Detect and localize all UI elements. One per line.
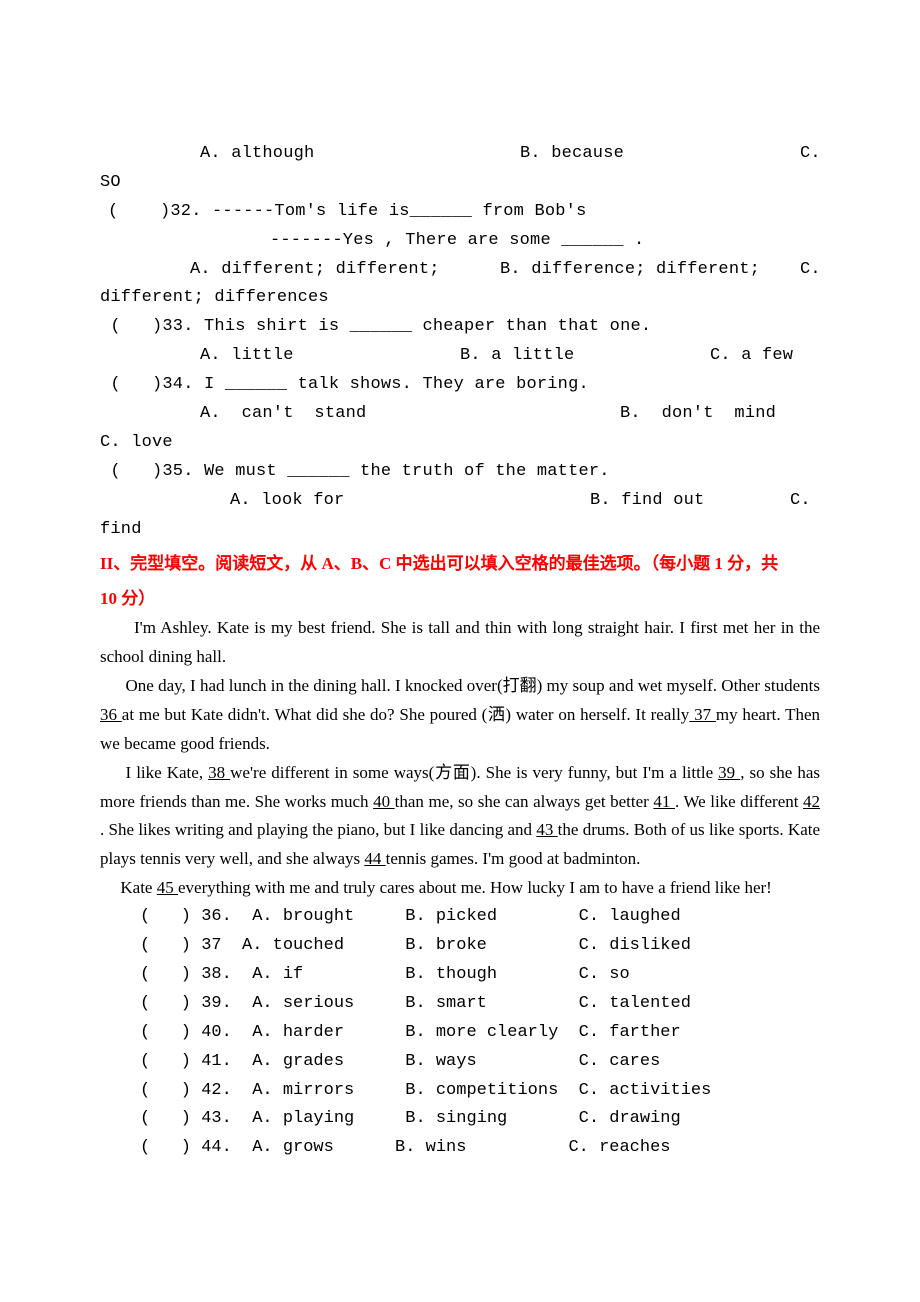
p2b2: at me but Kate didn't. What did she do? … bbox=[122, 705, 482, 724]
q35-optB: B. find out bbox=[590, 487, 790, 516]
q32-cont: different; differences bbox=[100, 284, 820, 313]
blank-41: 41 bbox=[653, 792, 675, 811]
q35-optC: C. bbox=[790, 491, 811, 510]
blank-43: 43 bbox=[536, 820, 557, 839]
p2a: One day, I had lunch in the dining hall.… bbox=[100, 676, 667, 695]
q32-optA: A. different; different; bbox=[100, 256, 500, 285]
cloze-40: ( ) 40. A. harder B. more clearly C. far… bbox=[100, 1019, 820, 1048]
section2-title-line1: II、完型填空。阅读短文，从 A、B、C 中选出可以填入空格的最佳选项。（每小题… bbox=[100, 550, 820, 579]
q34-options: A. can't standB. don't mind bbox=[100, 400, 820, 429]
q35-cont: find bbox=[100, 516, 820, 545]
p2b1: myself. Other students bbox=[667, 676, 820, 695]
p1a: I'm Ashley. Kate is my best friend. She … bbox=[100, 618, 639, 637]
passage-p4: Kate 45 everything with me and truly car… bbox=[100, 874, 820, 903]
cloze-43: ( ) 43. A. playing B. singing C. drawing bbox=[100, 1105, 820, 1134]
q34-optB: B. don't mind bbox=[620, 404, 776, 423]
p3c1: me, so she can always get better bbox=[428, 792, 653, 811]
q34-line1: ( )34. I ______ talk shows. They are bor… bbox=[100, 371, 820, 400]
p3b3: than bbox=[395, 792, 429, 811]
p3f: badminton. bbox=[563, 849, 640, 868]
blank-42: 42 bbox=[803, 792, 820, 811]
p2c1: (洒) water on herself. It really bbox=[482, 705, 690, 724]
cloze-36: ( ) 36. A. brought B. picked C. laughed bbox=[100, 903, 820, 932]
blank-38: 38 bbox=[208, 763, 230, 782]
q34-optA: A. can't stand bbox=[100, 400, 620, 429]
q33-line1: ( )33. This shirt is ______ cheaper than… bbox=[100, 313, 820, 342]
cloze-44: ( ) 44. A. grows B. wins C. reaches bbox=[100, 1134, 820, 1163]
q33-optA: A. little bbox=[100, 342, 460, 371]
blank-37: 37 bbox=[689, 705, 716, 724]
exam-page: A. althoughB. becauseC. SO ( )32. ------… bbox=[0, 0, 920, 1263]
q33-optC: C. a few bbox=[710, 346, 793, 365]
q35-options: A. look forB. find outC. bbox=[100, 487, 820, 516]
cloze-39: ( ) 39. A. serious B. smart C. talented bbox=[100, 990, 820, 1019]
p3d2: the drums. Both of us like sports. bbox=[558, 820, 788, 839]
p3c2: . We like different bbox=[675, 792, 803, 811]
blank-44: 44 bbox=[364, 849, 385, 868]
q31-optB: B. because bbox=[520, 140, 800, 169]
q32-optC: C. bbox=[800, 260, 821, 279]
blank-39: 39 bbox=[718, 763, 740, 782]
passage-p2: One day, I had lunch in the dining hall.… bbox=[100, 672, 820, 759]
p4b: a friend like her! bbox=[658, 878, 772, 897]
blank-36: 36 bbox=[100, 705, 122, 724]
blank-45: 45 bbox=[157, 878, 178, 897]
q31-cont: SO bbox=[100, 169, 820, 198]
q35-line1: ( )35. We must ______ the truth of the m… bbox=[100, 458, 820, 487]
passage-p1: I'm Ashley. Kate is my best friend. She … bbox=[100, 614, 820, 672]
blank-40: 40 bbox=[373, 792, 395, 811]
p3a1: I like Kate, bbox=[100, 763, 208, 782]
p3b1: I'm a little bbox=[642, 763, 718, 782]
p4a1: Kate bbox=[100, 878, 157, 897]
q32-line2: -------Yes , There are some ______ . bbox=[100, 227, 820, 256]
q31-options: A. althoughB. becauseC. bbox=[100, 140, 820, 169]
q33-options: A. littleB. a littleC. a few bbox=[100, 342, 820, 371]
passage-p3: I like Kate, 38 we're different in some … bbox=[100, 759, 820, 875]
q32-optB: B. difference; different; bbox=[500, 256, 800, 285]
cloze-38: ( ) 38. A. if B. though C. so bbox=[100, 961, 820, 990]
p3c3: . She likes writing bbox=[100, 820, 228, 839]
cloze-42: ( ) 42. A. mirrors B. competitions C. ac… bbox=[100, 1077, 820, 1106]
q33-optB: B. a little bbox=[460, 342, 710, 371]
q35-optA: A. look for bbox=[100, 487, 590, 516]
p3a2: we're different in some ways(方面). She is… bbox=[230, 763, 642, 782]
cloze-37: ( ) 37 A. touched B. broke C. disliked bbox=[100, 932, 820, 961]
q32-line1: ( )32. ------Tom's life is______ from Bo… bbox=[100, 198, 820, 227]
q31-optC: C. bbox=[800, 144, 821, 163]
q32-options: A. different; different;B. difference; d… bbox=[100, 256, 820, 285]
q31-optA: A. although bbox=[100, 140, 520, 169]
p3d1: and playing the piano, but I like dancin… bbox=[228, 820, 536, 839]
section2-title-line2: 10 分） bbox=[100, 585, 820, 614]
q34-cont: C. love bbox=[100, 429, 820, 458]
p3e2: tennis games. I'm good at bbox=[386, 849, 564, 868]
p4a2: everything with me and truly cares about… bbox=[178, 878, 658, 897]
cloze-41: ( ) 41. A. grades B. ways C. cares bbox=[100, 1048, 820, 1077]
